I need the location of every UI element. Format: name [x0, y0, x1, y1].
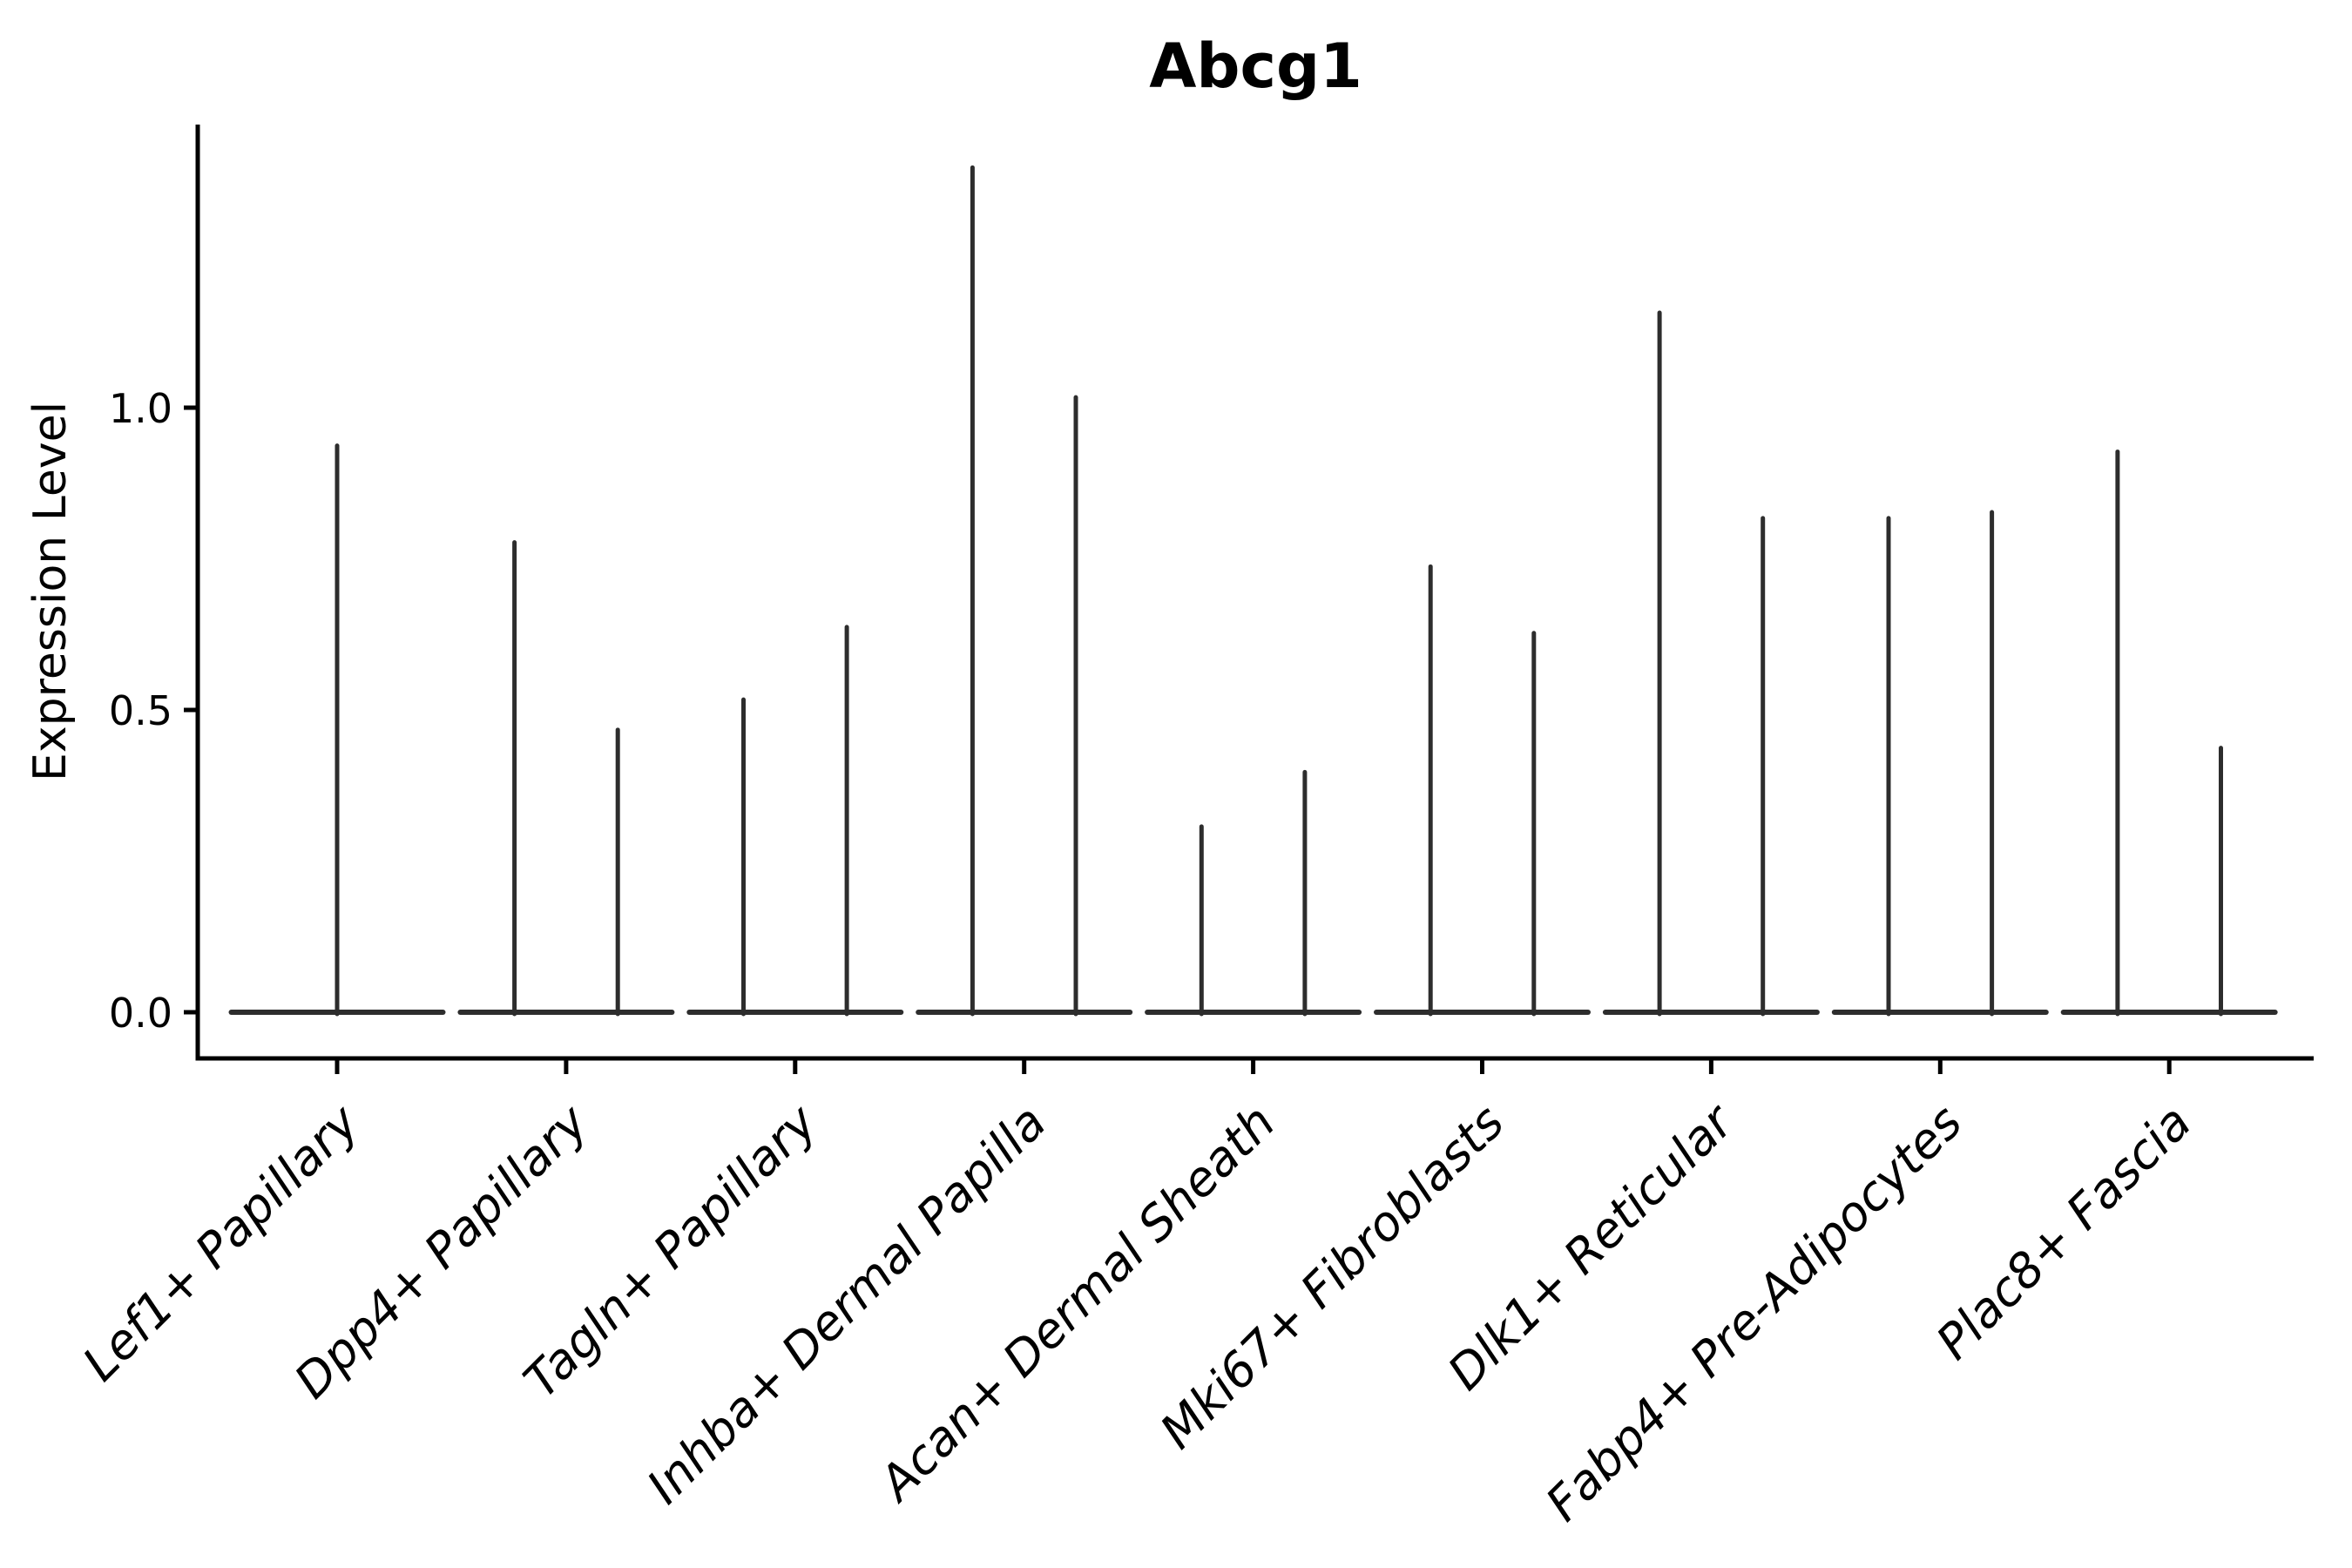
y-tick-label: 1.0: [109, 385, 172, 432]
x-tick-label: Fabp4+ Pre-Adipocytes: [1535, 1094, 1972, 1531]
y-tick-label: 0.0: [109, 990, 172, 1037]
y-tick-label: 0.5: [109, 687, 172, 734]
x-tick-label: Acan+ Dermal Sheath: [867, 1094, 1286, 1513]
y-axis-label: Expression Level: [24, 402, 77, 781]
chart-title: Abcg1: [1149, 30, 1362, 102]
x-tick-label: Inhba+ Dermal Papilla: [636, 1094, 1056, 1514]
